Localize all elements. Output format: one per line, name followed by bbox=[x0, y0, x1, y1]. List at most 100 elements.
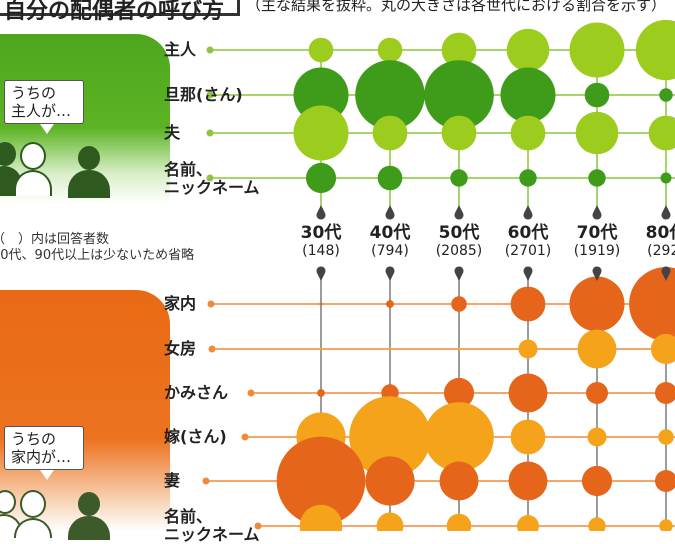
data-bubble bbox=[276, 436, 366, 526]
age-label: 60代 bbox=[507, 223, 549, 243]
bubble-chart bbox=[202, 19, 675, 531]
bubble-line: うちの bbox=[11, 430, 57, 448]
data-bubble bbox=[443, 377, 475, 409]
age-label: 40代 bbox=[369, 223, 411, 243]
data-bubble bbox=[299, 504, 343, 531]
pin-marker bbox=[316, 266, 326, 281]
pin-marker bbox=[454, 266, 464, 281]
row-label: 女房 bbox=[164, 339, 197, 358]
row-dot bbox=[206, 129, 214, 137]
data-bubble bbox=[508, 373, 548, 413]
age-count: (292) bbox=[647, 243, 675, 259]
bubble-tail bbox=[40, 470, 54, 480]
data-bubble bbox=[451, 296, 467, 312]
note-counts: （ ）内は回答者数 bbox=[0, 232, 110, 247]
pin-marker bbox=[592, 266, 602, 281]
age-label: 80代 bbox=[645, 223, 675, 243]
pin-marker bbox=[661, 266, 671, 281]
row-label: 主人 bbox=[164, 40, 197, 59]
data-bubble bbox=[575, 111, 619, 155]
data-bubble bbox=[508, 461, 548, 501]
data-bubble bbox=[588, 169, 606, 187]
data-bubble bbox=[441, 32, 477, 68]
bubble-line: 家内が… bbox=[11, 448, 72, 466]
data-bubble bbox=[655, 470, 675, 492]
pin-marker bbox=[592, 205, 602, 220]
row-dot bbox=[207, 300, 215, 308]
pin-marker bbox=[454, 205, 464, 220]
data-bubble bbox=[658, 429, 674, 445]
row-dot bbox=[247, 389, 255, 397]
row-dot bbox=[206, 46, 214, 54]
data-bubble bbox=[519, 169, 537, 187]
data-bubble bbox=[587, 427, 607, 447]
data-bubble bbox=[386, 300, 394, 308]
data-bubble bbox=[500, 67, 556, 123]
row-dot bbox=[254, 522, 262, 530]
data-bubble bbox=[510, 419, 546, 455]
data-bubble bbox=[648, 115, 675, 151]
row-label: 嫁(さん) bbox=[164, 427, 227, 446]
data-bubble bbox=[439, 461, 479, 501]
data-bubble bbox=[293, 105, 349, 161]
data-bubble bbox=[650, 333, 675, 365]
data-bubble bbox=[349, 396, 431, 478]
data-bubble bbox=[365, 456, 415, 506]
bubble-line: 主人が… bbox=[11, 102, 72, 120]
row-label: 妻 bbox=[164, 471, 181, 490]
age-count: (2085) bbox=[435, 243, 483, 259]
data-bubble bbox=[424, 402, 494, 472]
data-bubble bbox=[372, 115, 408, 151]
age-count: (794) bbox=[371, 243, 409, 259]
data-bubble bbox=[446, 513, 472, 531]
data-bubble bbox=[319, 347, 323, 351]
data-bubble bbox=[510, 115, 546, 151]
data-bubble bbox=[585, 381, 609, 405]
data-bubble bbox=[588, 517, 606, 531]
pin-marker bbox=[523, 266, 533, 281]
data-bubble bbox=[305, 162, 337, 194]
age-label: 70代 bbox=[576, 223, 618, 243]
data-bubble bbox=[518, 339, 538, 359]
data-bubble bbox=[450, 169, 468, 187]
data-bubble bbox=[377, 37, 403, 63]
data-bubble bbox=[569, 276, 625, 332]
wife-speech-bubble: うちの 家内が… bbox=[4, 426, 84, 470]
data-bubble bbox=[581, 465, 613, 497]
data-bubble bbox=[319, 302, 323, 306]
data-bubble bbox=[629, 267, 675, 341]
data-bubble bbox=[376, 512, 404, 531]
age-count: (148) bbox=[302, 243, 340, 259]
age-count: (2701) bbox=[504, 243, 552, 259]
row-dot bbox=[202, 477, 210, 485]
title-box bbox=[0, 0, 240, 16]
row-label: ニックネーム bbox=[164, 178, 260, 197]
row-label: ニックネーム bbox=[164, 525, 260, 544]
row-dot bbox=[241, 433, 249, 441]
row-label: 旦那(さん) bbox=[164, 85, 243, 104]
pin-marker bbox=[316, 205, 326, 220]
data-bubble bbox=[569, 22, 625, 78]
page-subtitle: （主な結果を抜粋。丸の大きさは各世代における割合を示す） bbox=[246, 0, 667, 14]
data-bubble bbox=[377, 165, 403, 191]
page-title: 自分の配偶者の呼び方 bbox=[4, 0, 225, 24]
data-bubble bbox=[441, 115, 477, 151]
age-count: (1919) bbox=[573, 243, 621, 259]
row-label: かみさん bbox=[164, 383, 229, 402]
husband-speech-bubble: うちの 主人が… bbox=[4, 80, 84, 124]
row-dot bbox=[208, 345, 216, 353]
data-bubble bbox=[584, 82, 610, 108]
row-label: 名前、 bbox=[164, 507, 213, 526]
data-bubble bbox=[577, 329, 617, 369]
data-bubble bbox=[457, 347, 461, 351]
bubble-tail bbox=[40, 124, 54, 134]
row-label: 家内 bbox=[164, 294, 197, 313]
row-label: 名前、 bbox=[164, 160, 213, 179]
data-bubble bbox=[659, 519, 673, 531]
data-bubble bbox=[317, 389, 325, 397]
data-bubble bbox=[424, 60, 494, 130]
row-label: 夫 bbox=[164, 123, 181, 142]
data-bubble bbox=[659, 88, 673, 102]
note-omitted: 20代、90代以上は少ないため省略 bbox=[0, 248, 195, 263]
data-bubble bbox=[388, 347, 392, 351]
